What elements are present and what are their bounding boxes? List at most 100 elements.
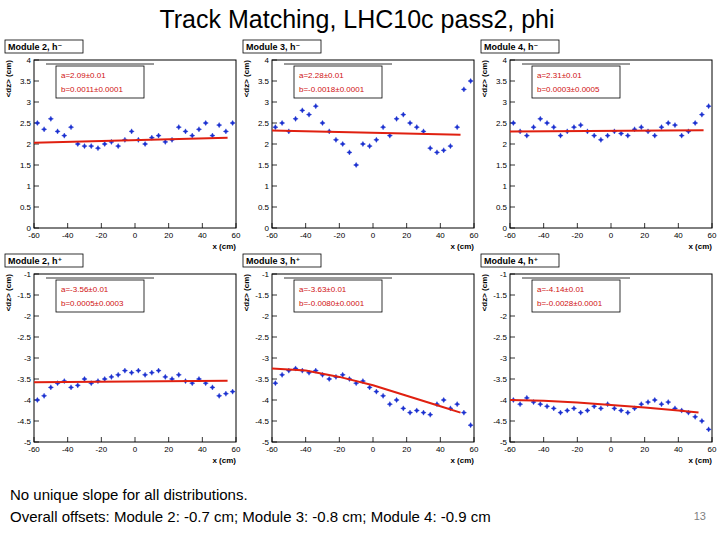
- y-tick-label: 2: [27, 140, 32, 149]
- x-tick: [373, 223, 374, 228]
- fit-parameter: b=-0.0080±0.0001: [299, 299, 365, 308]
- data-point: [116, 144, 121, 149]
- fit-parameter: b=0.0003±0.0005: [537, 85, 600, 94]
- x-tick: [543, 223, 544, 228]
- y-tick-label: -2.5: [255, 333, 269, 342]
- x-tick-label: 20: [164, 445, 173, 454]
- data-point: [82, 376, 87, 381]
- fit-parameter: a=-3.56±0.01: [61, 285, 109, 294]
- data-point: [672, 123, 677, 128]
- data-point: [196, 127, 201, 132]
- panel-title: Module 2, h⁻: [8, 42, 63, 52]
- x-tick-label: 20: [402, 231, 411, 240]
- y-tick: [510, 379, 515, 380]
- y-tick: [34, 60, 39, 61]
- y-tick-label: 1: [503, 182, 508, 191]
- panel: Module 4, h⁻-60-40-20020406000.511.522.5…: [480, 40, 717, 251]
- x-tick-label: 0: [371, 445, 376, 454]
- data-point: [558, 133, 563, 138]
- y-tick-label: 4: [265, 56, 270, 65]
- y-tick: [510, 165, 515, 166]
- data-point: [421, 410, 426, 415]
- data-point: [42, 393, 47, 398]
- plot-frame: [34, 274, 236, 442]
- fit-box-rule: [284, 278, 392, 279]
- data-point: [217, 123, 222, 128]
- data-point: [511, 120, 516, 125]
- fit-parameter: b=0.0011±0.0001: [61, 85, 123, 94]
- data-point: [571, 125, 576, 130]
- data-point: [434, 150, 439, 155]
- fit-parameter: a=-3.63±0.01: [299, 285, 347, 294]
- fit-box: [294, 66, 382, 98]
- data-point: [306, 112, 311, 117]
- y-tick: [272, 207, 277, 208]
- data-point: [706, 104, 711, 109]
- data-point: [102, 141, 107, 146]
- data-point: [551, 406, 556, 411]
- y-tick-label: -2: [24, 312, 32, 321]
- data-point: [468, 78, 473, 83]
- x-tick-label: 0: [371, 231, 376, 240]
- y-tick-label: -4.5: [255, 417, 269, 426]
- y-tick: [34, 207, 39, 208]
- background: [0, 0, 720, 540]
- y-tick: [272, 400, 277, 401]
- y-tick-label: 0: [503, 224, 508, 233]
- y-tick-label: -5: [262, 438, 270, 447]
- x-tick: [339, 223, 340, 228]
- x-tick-label: 20: [640, 445, 649, 454]
- data-point: [367, 144, 372, 149]
- data-point: [354, 162, 359, 167]
- x-tick: [543, 437, 544, 442]
- fit-box: [532, 66, 620, 98]
- y-tick: [272, 442, 277, 443]
- y-tick-label: 2: [503, 140, 508, 149]
- x-tick-label: 40: [198, 231, 207, 240]
- fit-box: [56, 280, 144, 312]
- x-tick: [135, 223, 136, 228]
- y-tick: [510, 144, 515, 145]
- y-tick-label: -1: [24, 270, 32, 279]
- data-point: [347, 150, 352, 155]
- x-tick: [611, 223, 612, 228]
- y-tick: [272, 295, 277, 296]
- panel: Module 2, h⁺-60-40-200204060-5-4.5-4-3.5…: [4, 254, 241, 465]
- y-tick-label: -5: [24, 438, 32, 447]
- x-tick: [678, 223, 679, 228]
- data-area: [272, 366, 473, 428]
- panel: Module 3, h⁻-60-40-20020406000.511.522.5…: [242, 40, 479, 251]
- fit-line: [510, 400, 699, 413]
- x-tick: [644, 437, 645, 442]
- y-tick: [510, 207, 515, 208]
- data-point: [48, 116, 53, 121]
- y-axis-label: <dz> (cm): [242, 274, 251, 312]
- y-tick: [272, 60, 277, 61]
- data-point: [659, 402, 664, 407]
- data-point: [176, 125, 181, 130]
- x-tick: [236, 437, 237, 442]
- data-point: [217, 393, 222, 398]
- y-tick-label: 0: [27, 224, 32, 233]
- fit-line: [510, 130, 704, 131]
- title-box: [5, 40, 83, 53]
- x-axis-label: x (cm): [212, 242, 236, 251]
- fit-box-rule: [522, 278, 630, 279]
- y-tick-label: -3: [262, 354, 270, 363]
- data-point: [441, 397, 446, 402]
- y-tick-label: -4.5: [493, 417, 507, 426]
- x-tick: [440, 223, 441, 228]
- data-area: [34, 116, 235, 151]
- data-point: [75, 383, 80, 388]
- y-tick-label: 1: [265, 182, 270, 191]
- y-tick-label: 3: [265, 98, 270, 107]
- data-point: [693, 120, 698, 125]
- x-tick: [510, 223, 511, 228]
- data-point: [273, 381, 278, 386]
- data-point: [122, 368, 127, 373]
- data-point: [374, 389, 379, 394]
- x-tick-label: 60: [232, 231, 241, 240]
- fit-parameter: b=-0.0028±0.0001: [537, 299, 603, 308]
- x-tick: [168, 437, 169, 442]
- data-point: [544, 404, 549, 409]
